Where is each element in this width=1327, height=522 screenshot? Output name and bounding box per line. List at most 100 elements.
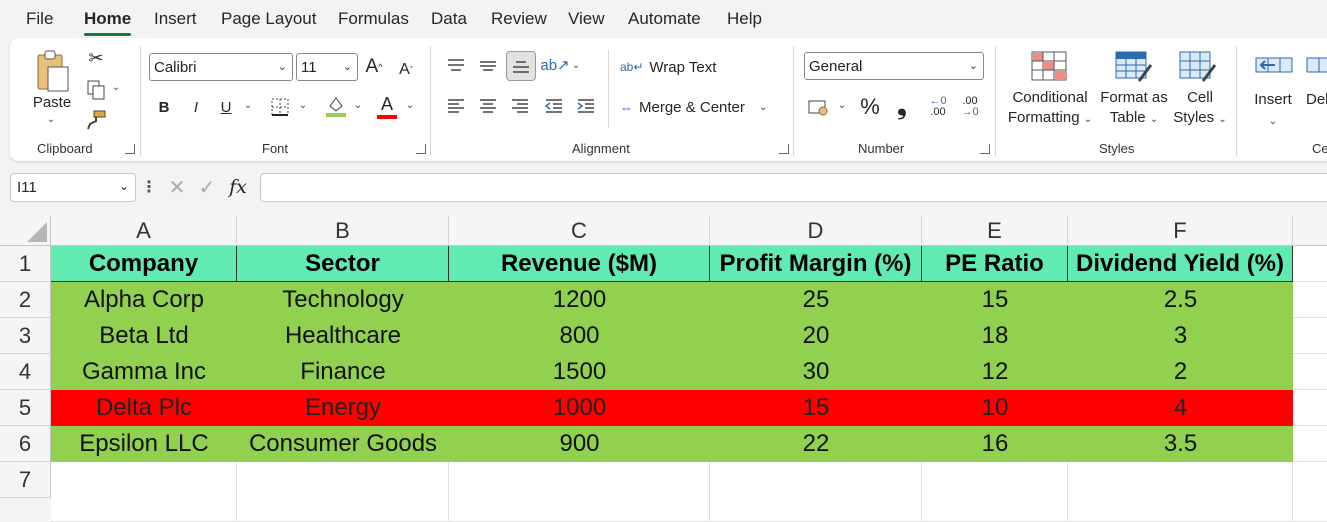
bottom-align-icon[interactable] bbox=[506, 51, 536, 81]
cut-icon[interactable]: ✂ bbox=[88, 47, 104, 68]
data-cell[interactable]: Alpha Corp bbox=[51, 282, 237, 318]
tab-formulas[interactable]: Formulas bbox=[338, 9, 409, 28]
empty-cell[interactable] bbox=[1293, 426, 1327, 462]
column-header-a[interactable]: A bbox=[51, 216, 237, 246]
row-header-1[interactable]: 1 bbox=[0, 246, 51, 282]
tab-data[interactable]: Data bbox=[431, 9, 467, 28]
accounting-format-icon[interactable] bbox=[806, 95, 832, 119]
enter-icon[interactable]: ✓ bbox=[198, 176, 216, 199]
empty-cell[interactable] bbox=[449, 462, 710, 522]
data-cell[interactable]: Beta Ltd bbox=[51, 318, 237, 354]
insert-cells-icon[interactable] bbox=[1254, 50, 1294, 82]
font-name-select[interactable]: Calibri ⌄ bbox=[149, 53, 293, 81]
underline-button[interactable]: U bbox=[220, 98, 232, 116]
tab-review[interactable]: Review bbox=[491, 9, 547, 28]
empty-cell[interactable] bbox=[1293, 462, 1327, 522]
data-cell[interactable]: 1500 bbox=[449, 354, 710, 390]
data-cell[interactable]: Consumer Goods bbox=[237, 426, 449, 462]
paste-dropdown-icon[interactable]: ⌄ bbox=[46, 114, 56, 125]
header-cell[interactable]: Company bbox=[51, 246, 237, 282]
top-align-icon[interactable] bbox=[444, 54, 468, 78]
row-header-2[interactable]: 2 bbox=[0, 282, 51, 318]
data-cell[interactable]: 30 bbox=[710, 354, 922, 390]
cancel-icon[interactable]: ✕ bbox=[168, 176, 186, 199]
fill-color-icon[interactable] bbox=[324, 93, 348, 119]
decrease-decimal-button[interactable]: .00 →0 bbox=[956, 92, 984, 122]
data-cell[interactable]: Technology bbox=[237, 282, 449, 318]
insert-cells-button[interactable]: Insert ⌄ bbox=[1250, 90, 1296, 132]
data-cell[interactable]: 10 bbox=[922, 390, 1068, 426]
align-left-icon[interactable] bbox=[444, 94, 468, 118]
name-box[interactable]: I11 ⌄ bbox=[10, 173, 136, 202]
align-right-icon[interactable] bbox=[508, 94, 532, 118]
header-cell[interactable]: Revenue ($M) bbox=[449, 246, 710, 282]
middle-align-icon[interactable] bbox=[476, 54, 500, 78]
empty-cell[interactable] bbox=[922, 462, 1068, 522]
data-cell[interactable]: Healthcare bbox=[237, 318, 449, 354]
number-launcher-icon[interactable] bbox=[980, 144, 990, 154]
data-cell[interactable]: Energy bbox=[237, 390, 449, 426]
data-cell[interactable]: 4 bbox=[1068, 390, 1293, 426]
clipboard-launcher-icon[interactable] bbox=[125, 144, 135, 154]
data-cell[interactable]: 15 bbox=[710, 390, 922, 426]
data-cell[interactable]: 3 bbox=[1068, 318, 1293, 354]
row-header-4[interactable]: 4 bbox=[0, 354, 51, 390]
data-cell[interactable]: 2.5 bbox=[1068, 282, 1293, 318]
data-cell[interactable]: 800 bbox=[449, 318, 710, 354]
empty-cell[interactable] bbox=[710, 462, 922, 522]
increase-decimal-button[interactable]: ←0.00 bbox=[924, 92, 952, 122]
align-center-icon[interactable] bbox=[476, 94, 500, 118]
data-cell[interactable]: 15 bbox=[922, 282, 1068, 318]
empty-cell[interactable] bbox=[1293, 354, 1327, 390]
paste-icon[interactable] bbox=[32, 46, 72, 96]
number-format-select[interactable]: General ⌄ bbox=[804, 52, 984, 80]
accounting-dropdown-icon[interactable]: ⌄ bbox=[837, 100, 847, 111]
tab-page-layout[interactable]: Page Layout bbox=[221, 9, 317, 28]
data-cell[interactable]: 2 bbox=[1068, 354, 1293, 390]
data-cell[interactable]: 25 bbox=[710, 282, 922, 318]
select-all-button[interactable] bbox=[0, 216, 51, 246]
bold-button[interactable]: B bbox=[158, 98, 170, 116]
borders-dropdown-icon[interactable]: ⌄ bbox=[298, 100, 308, 111]
data-cell[interactable]: 1200 bbox=[449, 282, 710, 318]
row-header-7[interactable]: 7 bbox=[0, 462, 51, 498]
increase-indent-icon[interactable] bbox=[574, 94, 598, 118]
spreadsheet-grid[interactable]: A B C D E F 1 2 3 4 5 6 7 Company Sector Revenue ($M) Pr… bbox=[0, 216, 1327, 522]
column-header-next[interactable] bbox=[1293, 216, 1327, 246]
column-header-d[interactable]: D bbox=[710, 216, 922, 246]
cell-styles-icon[interactable] bbox=[1178, 50, 1218, 84]
fill-color-dropdown-icon[interactable]: ⌄ bbox=[353, 100, 363, 111]
data-cell[interactable]: 1000 bbox=[449, 390, 710, 426]
row-header-6[interactable]: 6 bbox=[0, 426, 51, 462]
data-cell[interactable]: Epsilon LLC bbox=[51, 426, 237, 462]
conditional-formatting-icon[interactable] bbox=[1030, 50, 1068, 82]
tab-automate[interactable]: Automate bbox=[628, 9, 701, 28]
formula-input[interactable] bbox=[260, 173, 1327, 202]
column-header-e[interactable]: E bbox=[922, 216, 1068, 246]
empty-cell[interactable] bbox=[51, 462, 237, 522]
row-header-3[interactable]: 3 bbox=[0, 318, 51, 354]
column-header-b[interactable]: B bbox=[237, 216, 449, 246]
merge-center-button[interactable]: ⇔ Merge & Center ⌄ bbox=[620, 94, 780, 120]
empty-cell[interactable] bbox=[1293, 282, 1327, 318]
data-cell[interactable]: 900 bbox=[449, 426, 710, 462]
conditional-formatting-button[interactable]: Conditional Formatting ⌄ bbox=[1006, 88, 1094, 130]
copy-icon[interactable] bbox=[84, 78, 108, 102]
tab-file[interactable]: File bbox=[26, 9, 54, 28]
data-cell[interactable]: 3.5 bbox=[1068, 426, 1293, 462]
format-as-table-icon[interactable] bbox=[1114, 50, 1154, 84]
data-cell[interactable]: 18 bbox=[922, 318, 1068, 354]
paste-button[interactable]: Paste bbox=[32, 94, 72, 111]
column-header-c[interactable]: C bbox=[449, 216, 710, 246]
data-cell[interactable]: Delta Plc bbox=[51, 390, 237, 426]
wrap-text-button[interactable]: ab↵ Wrap Text bbox=[620, 54, 760, 80]
data-cell[interactable]: 16 bbox=[922, 426, 1068, 462]
data-cell[interactable]: 22 bbox=[710, 426, 922, 462]
percent-button[interactable]: % bbox=[860, 94, 880, 119]
data-cell[interactable]: Finance bbox=[237, 354, 449, 390]
insert-function-icon[interactable]: fx bbox=[229, 176, 247, 198]
tab-help[interactable]: Help bbox=[727, 9, 762, 28]
borders-icon[interactable] bbox=[268, 95, 292, 119]
copy-dropdown-icon[interactable]: ⌄ bbox=[111, 82, 121, 93]
